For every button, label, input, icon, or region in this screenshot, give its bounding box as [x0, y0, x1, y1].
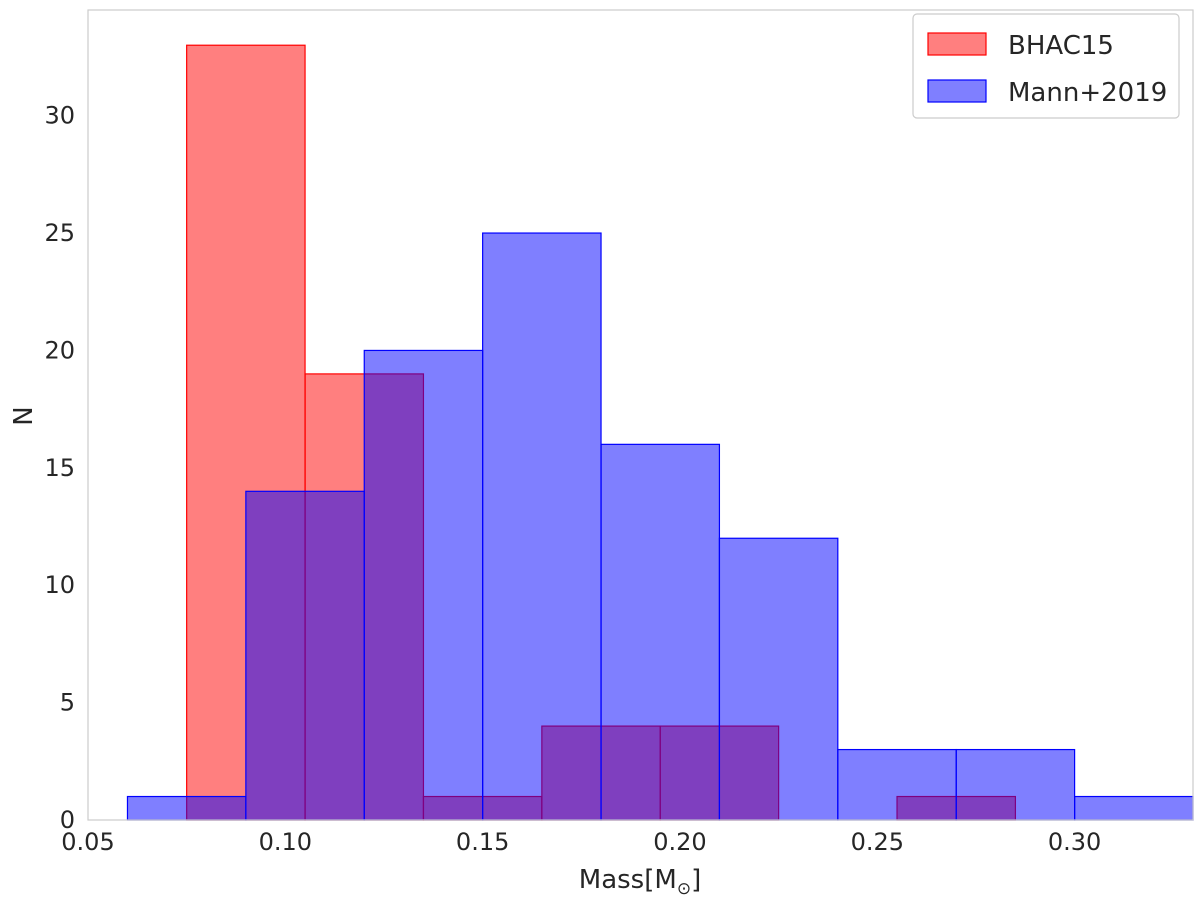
y-tick-label: 5 [60, 689, 75, 717]
x-tick-label: 0.10 [259, 828, 312, 856]
x-tick-label: 0.30 [1048, 828, 1101, 856]
bar-mann2019-7 [955, 748, 1076, 821]
x-tick-labels: 0.05 0.10 0.15 0.20 0.25 0.30 [61, 828, 1101, 856]
x-axis-unit-subscript: ⊙ [677, 879, 691, 897]
legend: BHAC15 Mann+2019 [912, 13, 1180, 119]
y-tick-label: 30 [44, 102, 75, 130]
bar-mann2019-8 [1074, 795, 1194, 821]
bar-mann2019-2 [363, 349, 484, 821]
x-axis-unit: M [654, 865, 676, 895]
x-tick-label: 0.05 [61, 828, 114, 856]
bar-mann2019-6 [837, 748, 957, 821]
y-tick-label: 10 [44, 571, 75, 599]
y-tick-labels: 0 5 10 15 20 25 30 [44, 102, 75, 834]
y-tick-label: 25 [44, 219, 75, 247]
legend-swatch-bhac15 [927, 32, 987, 56]
bar-mann2019-0 [126, 795, 247, 821]
legend-swatch-mann2019 [927, 79, 987, 103]
x-tick-label: 0.25 [851, 828, 904, 856]
x-tick-label: 0.20 [653, 828, 706, 856]
bar-mann2019-4 [600, 443, 721, 821]
plot-frame [87, 9, 1194, 821]
bar-mann2019-5 [718, 537, 839, 821]
x-axis-label: Mass[M⊙] [579, 865, 701, 897]
x-axis-label-text: Mass [579, 865, 644, 895]
legend-label-mann2019: Mann+2019 [1008, 78, 1167, 108]
bars-layer [126, 44, 1194, 821]
bar-mann2019-3 [482, 232, 602, 821]
y-tick-label: 20 [44, 336, 75, 364]
legend-label-bhac15: BHAC15 [1008, 31, 1114, 61]
y-tick-label: 0 [60, 806, 75, 834]
y-axis-label: N [9, 406, 39, 425]
x-tick-label: 0.15 [456, 828, 509, 856]
bar-mann2019-1 [245, 490, 365, 821]
y-tick-label: 15 [44, 454, 75, 482]
